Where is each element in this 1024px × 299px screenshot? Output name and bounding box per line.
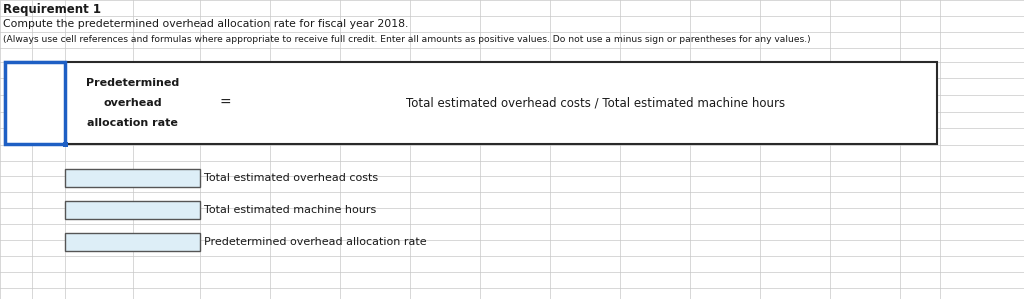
Bar <box>65 169 200 187</box>
Text: =: = <box>219 96 230 110</box>
Text: Predetermined: Predetermined <box>86 77 179 88</box>
Bar <box>5 62 937 144</box>
Text: Predetermined overhead allocation rate: Predetermined overhead allocation rate <box>204 237 427 247</box>
Text: Requirement 1: Requirement 1 <box>3 2 101 16</box>
Bar <box>62 141 68 147</box>
Text: (Always use cell references and formulas where appropriate to receive full credi: (Always use cell references and formulas… <box>3 36 811 45</box>
Text: Total estimated machine hours: Total estimated machine hours <box>204 205 376 215</box>
Text: Total estimated overhead costs / Total estimated machine hours: Total estimated overhead costs / Total e… <box>407 97 785 109</box>
Bar <box>65 233 200 251</box>
Text: Total estimated overhead costs: Total estimated overhead costs <box>204 173 378 183</box>
Bar <box>5 62 65 144</box>
Bar <box>65 201 200 219</box>
Text: allocation rate: allocation rate <box>87 118 178 129</box>
Text: overhead: overhead <box>103 98 162 108</box>
Text: Compute the predetermined overhead allocation rate for fiscal year 2018.: Compute the predetermined overhead alloc… <box>3 19 409 29</box>
